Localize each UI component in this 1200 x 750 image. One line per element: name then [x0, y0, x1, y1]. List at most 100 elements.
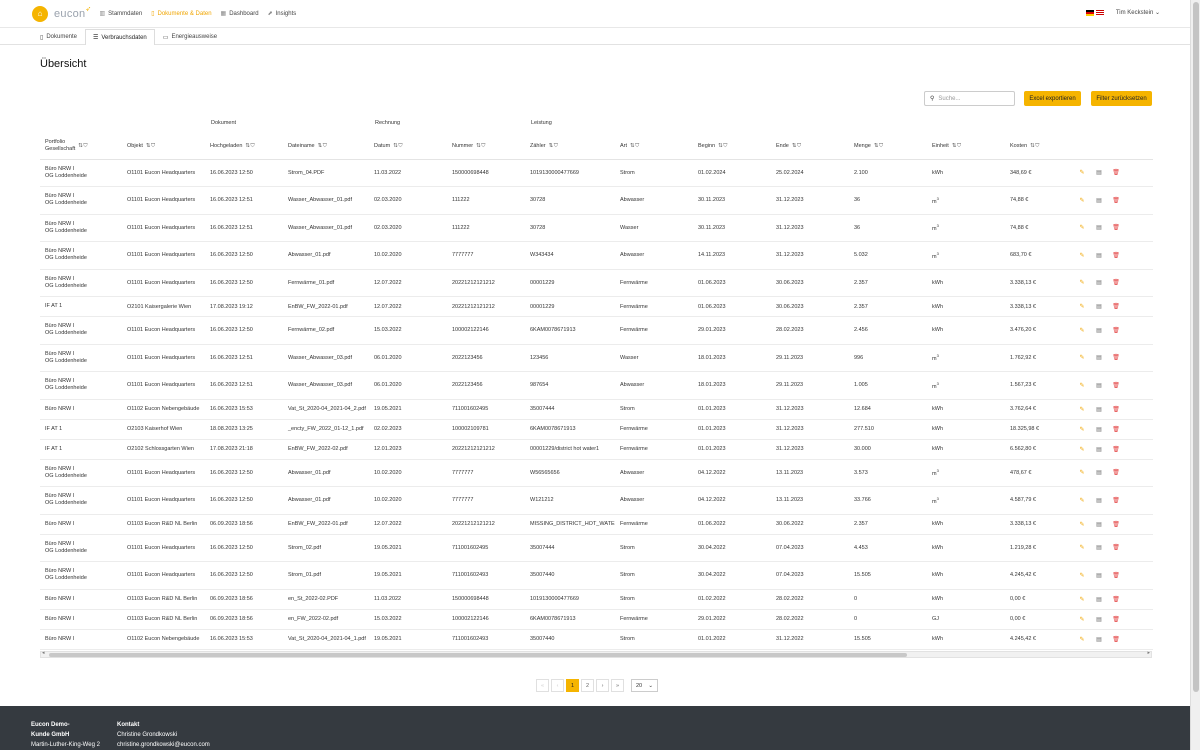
nav-stammdaten[interactable]: ▥ Stammdaten	[99, 10, 142, 18]
delete-trash-icon[interactable]: 🗑︎	[1112, 252, 1120, 259]
edit-pencil-icon[interactable]: ✎	[1079, 497, 1085, 504]
col-kosten[interactable]: Kosten ⇅ ⛉	[1005, 134, 1077, 160]
col-hochgeladen[interactable]: Hochgeladen ⇅ ⛉	[205, 134, 283, 160]
delete-trash-icon[interactable]: 🗑︎	[1112, 304, 1120, 310]
edit-pencil-icon[interactable]: ✎	[1079, 225, 1085, 232]
last-page-button[interactable]: »	[611, 679, 624, 692]
table-row[interactable]: IF AT 1 O2103 Kaiserhof Wien 18.08.2023 13…	[40, 419, 1153, 440]
delete-trash-icon[interactable]: 🗑︎	[1112, 545, 1120, 552]
delete-trash-icon[interactable]: 🗑︎	[1112, 572, 1120, 579]
delete-trash-icon[interactable]: 🗑︎	[1112, 197, 1120, 204]
edit-pencil-icon[interactable]: ✎	[1079, 355, 1085, 362]
delete-trash-icon[interactable]: 🗑︎	[1112, 327, 1120, 334]
table-row[interactable]: Büro NRW I OG Loddenheide O1101 Eucon Head…	[40, 269, 1153, 297]
prev-page-button[interactable]: ‹	[551, 679, 564, 692]
sort-filter-icon[interactable]: ⇅ ⛉	[476, 142, 485, 149]
table-row[interactable]: Büro NRW I OG Loddenheide O1101 Eucon Head…	[40, 534, 1153, 562]
nav-dashboard[interactable]: ▦ Dashboard	[221, 10, 259, 18]
edit-pencil-icon[interactable]: ✎	[1079, 304, 1085, 310]
delete-trash-icon[interactable]: 🗑︎	[1112, 596, 1120, 603]
edit-pencil-icon[interactable]: ✎	[1079, 382, 1085, 389]
document-icon[interactable]: ▤	[1096, 280, 1102, 287]
sort-filter-icon[interactable]: ⇅ ⛉	[1030, 142, 1039, 149]
nav-insights[interactable]: ⬈ Insights	[268, 10, 297, 18]
delete-trash-icon[interactable]: 🗑︎	[1112, 497, 1120, 504]
edit-pencil-icon[interactable]: ✎	[1079, 470, 1085, 477]
delete-trash-icon[interactable]: 🗑︎	[1112, 280, 1120, 287]
document-icon[interactable]: ▤	[1096, 252, 1102, 259]
col-datum[interactable]: Datum ⇅ ⛉	[369, 134, 447, 160]
document-icon[interactable]: ▤	[1096, 382, 1102, 389]
table-scrollbar-thumb[interactable]	[49, 653, 907, 657]
table-row[interactable]: Büro NRW I OG Loddenheide O1101 Eucon Head…	[40, 371, 1153, 400]
sort-filter-icon[interactable]: ⇅ ⛉	[317, 142, 327, 149]
table-row[interactable]: Büro NRW I OG Loddenheide O1101 Eucon Head…	[40, 159, 1153, 187]
edit-pencil-icon[interactable]: ✎	[1079, 616, 1085, 623]
document-icon[interactable]: ▤	[1096, 521, 1102, 528]
delete-trash-icon[interactable]: 🗑︎	[1112, 470, 1120, 477]
col-art[interactable]: Art ⇅ ⛉	[615, 134, 693, 160]
first-page-button[interactable]: «	[536, 679, 549, 692]
user-menu[interactable]: Tim Keckstein ⌄	[1116, 9, 1160, 16]
table-row[interactable]: Büro NRW I O1103 Eucon R&D NL Berlin 06.09…	[40, 514, 1153, 535]
edit-pencil-icon[interactable]: ✎	[1079, 596, 1085, 603]
document-icon[interactable]: ▤	[1096, 545, 1102, 552]
footer-contact-email[interactable]: christine.grondkowski@eucon.com	[117, 742, 210, 748]
table-row[interactable]: Büro NRW I OG Loddenheide O1101 Eucon Head…	[40, 186, 1153, 215]
edit-pencil-icon[interactable]: ✎	[1079, 545, 1085, 552]
page-1-button[interactable]: 1	[566, 679, 579, 692]
edit-pencil-icon[interactable]: ✎	[1079, 446, 1085, 453]
col-beginn[interactable]: Beginn ⇅ ⛉	[693, 134, 771, 160]
table-row[interactable]: Büro NRW I OG Loddenheide O1101 Eucon Head…	[40, 344, 1153, 372]
sort-filter-icon[interactable]: ⇅ ⛉	[951, 142, 961, 149]
col-einheit[interactable]: Einheit ⇅ ⛉	[927, 134, 1005, 160]
edit-pencil-icon[interactable]: ✎	[1079, 280, 1085, 287]
table-horizontal-scrollbar[interactable]: ◂ ▸	[40, 650, 1152, 658]
table-row[interactable]: Büro NRW I O1103 Eucon R&D NL Berlin 06.09…	[40, 589, 1153, 610]
delete-trash-icon[interactable]: 🗑︎	[1112, 426, 1120, 433]
col-menge[interactable]: Menge ⇅ ⛉	[849, 134, 927, 160]
document-icon[interactable]: ▤	[1096, 497, 1102, 504]
document-icon[interactable]: ▤	[1096, 304, 1102, 310]
scroll-left-arrow-icon[interactable]: ◂	[42, 650, 45, 656]
page-vertical-scrollbar[interactable]	[1190, 0, 1200, 750]
edit-pencil-icon[interactable]: ✎	[1079, 572, 1085, 579]
document-icon[interactable]: ▤	[1096, 596, 1102, 603]
edit-pencil-icon[interactable]: ✎	[1079, 170, 1085, 177]
document-icon[interactable]: ▤	[1096, 225, 1102, 232]
delete-trash-icon[interactable]: 🗑︎	[1112, 616, 1120, 623]
delete-trash-icon[interactable]: 🗑︎	[1112, 170, 1120, 177]
sort-filter-icon[interactable]: ⇅ ⛉	[630, 142, 639, 149]
table-row[interactable]: Büro NRW I OG Loddenheide O1101 Eucon Head…	[40, 214, 1153, 242]
scroll-right-arrow-icon[interactable]: ▸	[1147, 650, 1150, 656]
edit-pencil-icon[interactable]: ✎	[1079, 636, 1085, 643]
edit-pencil-icon[interactable]: ✎	[1079, 521, 1085, 528]
table-row[interactable]: Büro NRW I OG Loddenheide O1101 Eucon Head…	[40, 316, 1153, 345]
table-row[interactable]: IF AT 1 O2102 Schlossgarten Wien 17.08.202…	[40, 439, 1153, 460]
home-logo-icon[interactable]: ⌂	[32, 5, 48, 22]
sort-filter-icon[interactable]: ⇅ ⛉	[873, 142, 883, 149]
page-scrollbar-thumb[interactable]	[1193, 2, 1199, 692]
tab-verbrauchsdaten[interactable]: ☰ Verbrauchsdaten	[85, 29, 155, 45]
excel-export-button[interactable]: Excel exportieren	[1024, 91, 1081, 106]
document-icon[interactable]: ▤	[1096, 197, 1102, 204]
document-icon[interactable]: ▤	[1096, 426, 1102, 433]
document-icon[interactable]: ▤	[1096, 572, 1102, 579]
sort-filter-icon[interactable]: ⇅ ⛉	[548, 142, 558, 149]
edit-pencil-icon[interactable]: ✎	[1079, 252, 1085, 259]
tab-energieausweise[interactable]: ▭ Energieausweise	[155, 29, 225, 44]
col-dateiname[interactable]: Dateiname ⇅ ⛉	[283, 134, 369, 160]
table-row[interactable]: Büro NRW I OG Loddenheide O1101 Eucon Head…	[40, 486, 1153, 515]
document-icon[interactable]: ▤	[1096, 406, 1102, 413]
tab-dokumente[interactable]: ▯ Dokumente	[32, 29, 85, 44]
sort-filter-icon[interactable]: ⇅ ⛉	[145, 142, 155, 149]
document-icon[interactable]: ▤	[1096, 470, 1102, 477]
document-icon[interactable]: ▤	[1096, 446, 1102, 453]
delete-trash-icon[interactable]: 🗑︎	[1112, 406, 1120, 413]
reset-filters-button[interactable]: Filter zurücksetzen	[1091, 91, 1152, 106]
col-zaehler[interactable]: Zähler ⇅ ⛉	[525, 134, 615, 160]
edit-pencil-icon[interactable]: ✎	[1079, 406, 1085, 413]
col-portfolio[interactable]: Portfolio Gesellschaft ⇅ ⛉	[40, 134, 122, 160]
document-icon[interactable]: ▤	[1096, 327, 1102, 334]
sort-filter-icon[interactable]: ⇅ ⛉	[393, 142, 402, 149]
